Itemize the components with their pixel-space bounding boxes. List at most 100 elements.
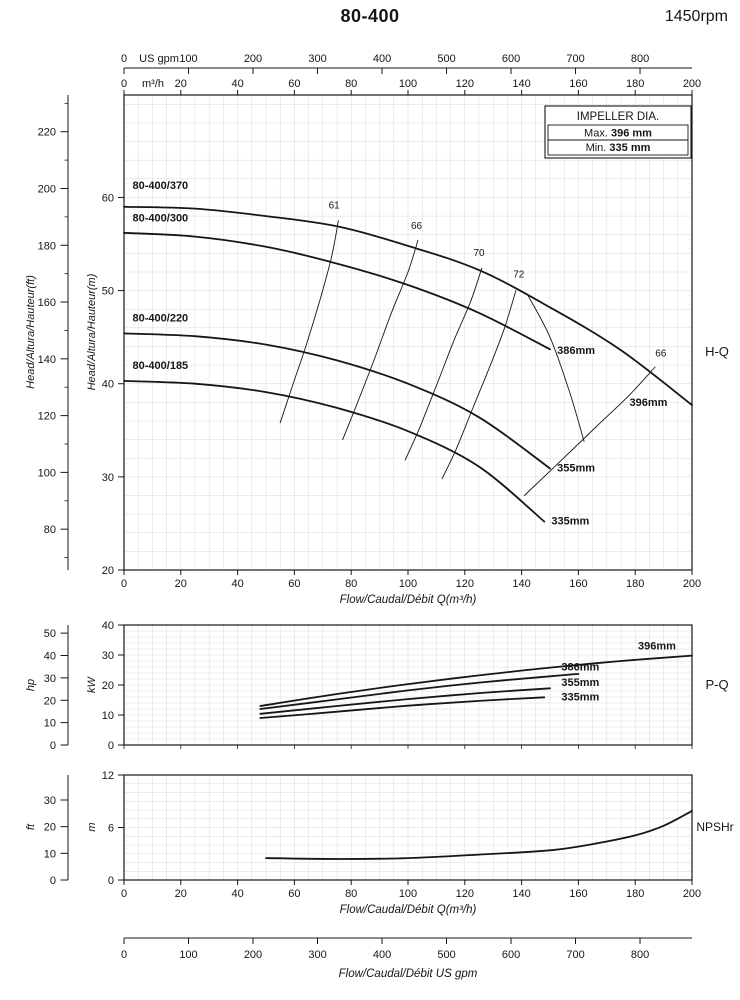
ft-tick-label: 220 bbox=[38, 127, 56, 139]
impeller-end-label: 396mm bbox=[630, 397, 668, 409]
eff-61 bbox=[279, 220, 339, 424]
bottom-usgpm-tick-label: 0 bbox=[121, 949, 127, 961]
curve-model-label: 80-400/370 bbox=[133, 180, 189, 192]
bottom-usgpm-tick-label: 600 bbox=[502, 949, 520, 961]
m3h-tick-label: 180 bbox=[626, 78, 644, 90]
pq-curve-386mm bbox=[259, 673, 580, 710]
eff-70 bbox=[404, 267, 483, 461]
usgpm-tick-label: 500 bbox=[437, 53, 455, 65]
ft-tick-label: 200 bbox=[38, 184, 56, 196]
ft-tick-label: 80 bbox=[44, 524, 56, 536]
kw-tick-label: 40 bbox=[102, 620, 114, 632]
efficiency-label: 70 bbox=[473, 248, 485, 259]
hq-curve-396mm bbox=[123, 205, 693, 406]
np-x-tick-label: 20 bbox=[175, 888, 187, 900]
hq-right-label: H-Q bbox=[705, 344, 729, 359]
hq-ft-axis-title: Head/Altura/Hauteur(ft) bbox=[25, 275, 37, 389]
kw-tick-label: 30 bbox=[102, 650, 114, 662]
hq-x-tick-label: 60 bbox=[288, 578, 300, 590]
legend-row-label: Max. bbox=[584, 128, 611, 140]
m3h-unit-label: m³/h bbox=[142, 78, 164, 90]
pq-impeller-label: 396mm bbox=[638, 641, 676, 653]
pq-impeller-label: 335mm bbox=[561, 691, 599, 703]
ft-tick-label: 160 bbox=[38, 297, 56, 309]
hp-tick-label: 10 bbox=[44, 718, 56, 730]
kw-tick-label: 10 bbox=[102, 710, 114, 722]
rpm-label: 1450rpm bbox=[664, 8, 728, 25]
np-x-tick-label: 100 bbox=[399, 888, 417, 900]
usgpm-tick-label: 100 bbox=[179, 53, 197, 65]
m-tick-label: 60 bbox=[102, 192, 114, 204]
np-x-tick-label: 120 bbox=[456, 888, 474, 900]
hp-tick-label: 40 bbox=[44, 651, 56, 663]
hq-curve-335mm bbox=[123, 380, 546, 523]
legend-title: IMPELLER DIA. bbox=[577, 111, 659, 123]
hq-x-tick-label: 0 bbox=[121, 578, 127, 590]
bottom-usgpm-tick-label: 200 bbox=[244, 949, 262, 961]
m3h-tick-label: 120 bbox=[456, 78, 474, 90]
legend-row: Max. 396 mm bbox=[584, 128, 652, 140]
m-tick-label: 50 bbox=[102, 286, 114, 298]
np-x-axis-title: Flow/Caudal/Débit Q(m³/h) bbox=[340, 904, 477, 916]
np-x-tick-label: 200 bbox=[683, 888, 701, 900]
hq-x-axis-title: Flow/Caudal/Débit Q(m³/h) bbox=[340, 594, 477, 606]
hq-x-tick-label: 120 bbox=[456, 578, 474, 590]
m-tick-label: 30 bbox=[102, 472, 114, 484]
usgpm-tick-label: 700 bbox=[566, 53, 584, 65]
np-grid bbox=[123, 774, 693, 881]
hq-grid bbox=[123, 95, 693, 571]
kw-tick-label: 0 bbox=[108, 740, 114, 752]
hq-x-tick-label: 80 bbox=[345, 578, 357, 590]
curve-model-label: 80-400/220 bbox=[133, 312, 189, 324]
np-right-label: NPSHr bbox=[696, 820, 733, 834]
np-ft-tick-label: 0 bbox=[50, 875, 56, 887]
hq-m-axis-title: Head/Altura/Hauteur(m) bbox=[86, 273, 98, 390]
hq-x-tick-label: 180 bbox=[626, 578, 644, 590]
hq-frame bbox=[123, 94, 693, 571]
np-ft-axis-title: ft bbox=[25, 823, 37, 830]
legend-row-value: 335 mm bbox=[609, 142, 650, 154]
np-m-tick-label: 0 bbox=[108, 875, 114, 887]
ft-tick-label: 120 bbox=[38, 411, 56, 423]
usgpm-tick-label: 200 bbox=[244, 53, 262, 65]
m-tick-label: 40 bbox=[102, 379, 114, 391]
npshr-curve bbox=[265, 810, 693, 860]
m3h-tick-label: 160 bbox=[569, 78, 587, 90]
m-tick-label: 20 bbox=[102, 565, 114, 577]
ft-tick-label: 140 bbox=[38, 354, 56, 366]
hq-x-tick-label: 200 bbox=[683, 578, 701, 590]
usgpm-tick-label: 300 bbox=[308, 53, 326, 65]
usgpm-tick-label: 0 bbox=[121, 53, 127, 65]
np-m-tick-label: 12 bbox=[102, 770, 114, 782]
m3h-tick-label: 140 bbox=[512, 78, 530, 90]
np-ft-tick-label: 30 bbox=[44, 795, 56, 807]
np-x-tick-label: 160 bbox=[569, 888, 587, 900]
np-x-tick-label: 0 bbox=[121, 888, 127, 900]
np-ft-tick-label: 10 bbox=[44, 848, 56, 860]
pq-kw-axis-title: kW bbox=[86, 675, 98, 693]
np-x-tick-label: 60 bbox=[288, 888, 300, 900]
np-x-tick-label: 80 bbox=[345, 888, 357, 900]
np-frame bbox=[123, 774, 693, 881]
usgpm-tick-label: 600 bbox=[502, 53, 520, 65]
hq-x-tick-label: 20 bbox=[175, 578, 187, 590]
impeller-end-label: 386mm bbox=[557, 345, 595, 357]
bottom-usgpm-tick-label: 800 bbox=[631, 949, 649, 961]
pq-impeller-label: 386mm bbox=[561, 662, 599, 674]
hq-x-tick-label: 160 bbox=[569, 578, 587, 590]
np-x-tick-label: 40 bbox=[231, 888, 243, 900]
legend-box bbox=[544, 105, 692, 159]
efficiency-label: 66 bbox=[655, 349, 667, 360]
np-ft-tick-label: 20 bbox=[44, 822, 56, 834]
ft-tick-label: 180 bbox=[38, 240, 56, 252]
efficiency-label: 72 bbox=[513, 270, 525, 281]
page-title: 80-400 bbox=[340, 6, 400, 26]
bottom-usgpm-tick-label: 700 bbox=[566, 949, 584, 961]
impeller-end-label: 335mm bbox=[551, 515, 589, 527]
curve-model-label: 80-400/300 bbox=[133, 213, 189, 225]
m3h-tick-label: 60 bbox=[288, 78, 300, 90]
hp-tick-label: 20 bbox=[44, 695, 56, 707]
pq-curve-355mm bbox=[259, 687, 551, 715]
bottom-axis-title: Flow/Caudal/Débit US gpm bbox=[339, 968, 478, 980]
